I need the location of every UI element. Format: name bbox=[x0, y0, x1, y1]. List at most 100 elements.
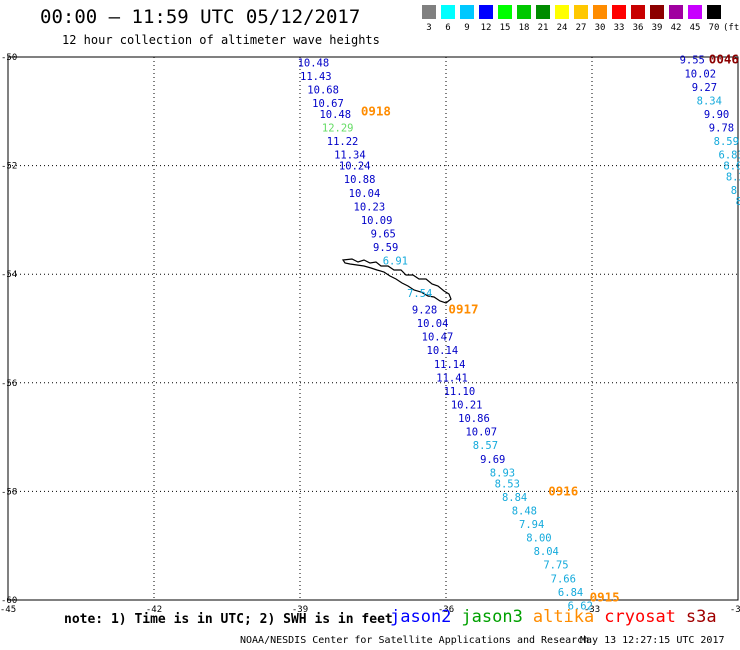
legend-swatch bbox=[517, 5, 531, 19]
swh-value: 11.43 bbox=[300, 71, 332, 83]
swh-value: 10.07 bbox=[465, 427, 497, 439]
legend-swatch bbox=[669, 5, 683, 19]
swh-value: 9.69 bbox=[480, 454, 505, 466]
legend-swatch bbox=[650, 5, 664, 19]
lat-tick-label: -58 bbox=[1, 487, 17, 497]
pass-time-label: 0915 bbox=[590, 589, 620, 604]
legend-swatch bbox=[498, 5, 512, 19]
legend-label: 42 bbox=[670, 23, 682, 33]
swh-value: 7.66 bbox=[551, 573, 576, 585]
swh-value: 10.47 bbox=[422, 332, 454, 344]
lon-tick-label: -42 bbox=[146, 605, 162, 615]
swh-value: 10.14 bbox=[427, 345, 459, 357]
swh-value: 6.91 bbox=[383, 256, 408, 268]
footer-timestamp: May 13 12:27:15 UTC 2017 bbox=[580, 635, 725, 646]
swh-value: 10.04 bbox=[349, 188, 381, 200]
lon-tick-label: -30 bbox=[730, 605, 740, 615]
swh-value: 9.59 bbox=[373, 242, 398, 254]
legend-label: 3 bbox=[426, 23, 432, 33]
legend-label: 45 bbox=[689, 23, 701, 33]
lat-tick-label: -52 bbox=[1, 162, 17, 172]
legend-label: 21 bbox=[537, 23, 549, 33]
legend-swatch bbox=[707, 5, 721, 19]
south-georgia-island bbox=[341, 258, 452, 304]
swh-value: 7.94 bbox=[519, 519, 544, 531]
swh-value: 10.48 bbox=[298, 57, 330, 69]
swh-value: 11.14 bbox=[434, 359, 466, 371]
swh-value: 10.23 bbox=[354, 201, 386, 213]
swh-value: 9.28 bbox=[412, 304, 437, 316]
swh-value: 10.86 bbox=[458, 413, 490, 425]
map-frame bbox=[7, 56, 739, 601]
swh-value: 10.09 bbox=[361, 215, 393, 227]
legend-swatch bbox=[422, 5, 436, 19]
lon-tick-label: -39 bbox=[292, 605, 308, 615]
swh-value: 12.29 bbox=[322, 123, 354, 135]
swh-value: 9.65 bbox=[371, 228, 396, 240]
swh-value: 10.67 bbox=[312, 98, 344, 110]
pass-time-label: 0918 bbox=[361, 103, 391, 118]
legend-swatch bbox=[536, 5, 550, 19]
swh-value: 10.04 bbox=[417, 318, 449, 330]
swh-value: 9.90 bbox=[704, 109, 729, 121]
swh-value: 10.02 bbox=[684, 68, 716, 80]
swh-value: 8.93 bbox=[490, 467, 515, 479]
swh-value: 10.21 bbox=[451, 400, 483, 412]
swh-value: 10.48 bbox=[319, 109, 351, 121]
satellite-label: altika bbox=[532, 607, 595, 627]
swh-value: 8 bbox=[731, 185, 737, 197]
legend-label: 12 bbox=[480, 23, 492, 33]
legend-swatch bbox=[593, 5, 607, 19]
swh-value: 9.55 bbox=[680, 55, 705, 67]
swh-value: 8.34 bbox=[697, 95, 722, 107]
satellite-label: jason3 bbox=[461, 607, 523, 627]
swh-value: 6.62 bbox=[568, 600, 593, 612]
pass-time-label: 0917 bbox=[448, 301, 478, 316]
lon-tick-label: -45 bbox=[0, 605, 16, 615]
swh-value: 8.84 bbox=[502, 492, 527, 504]
swh-value: 6.83 bbox=[719, 150, 740, 162]
footer-credit: NOAA/NESDIS Center for Satellite Applica… bbox=[240, 635, 590, 646]
legend-swatch bbox=[612, 5, 626, 19]
legend-label: 18 bbox=[518, 23, 530, 33]
swh-value: 11.10 bbox=[444, 386, 476, 398]
lat-tick-label: -54 bbox=[1, 270, 17, 280]
swh-value: 8.03 bbox=[723, 161, 740, 173]
legend-label: 27 bbox=[575, 23, 587, 33]
legend-label: 36 bbox=[632, 23, 644, 33]
legend-swatch bbox=[441, 5, 455, 19]
swh-value: 10.24 bbox=[339, 161, 371, 173]
swh-value: 8 bbox=[736, 196, 740, 208]
swh-value: 8.59 bbox=[714, 136, 739, 148]
lat-tick-label: -60 bbox=[1, 596, 17, 606]
swh-value: 8.04 bbox=[534, 546, 559, 558]
lon-tick-label: -33 bbox=[584, 605, 600, 615]
swh-value: 6.84 bbox=[558, 587, 583, 599]
legend-label: 9 bbox=[464, 23, 470, 33]
swh-value: 10.68 bbox=[307, 85, 339, 97]
swh-value: 11.22 bbox=[327, 136, 359, 148]
legend-label: 39 bbox=[651, 23, 663, 33]
legend-label: 15 bbox=[499, 23, 511, 33]
swh-value: 11.41 bbox=[436, 372, 468, 384]
pass-time-label: 0046 bbox=[709, 52, 739, 67]
lat-tick-label: -56 bbox=[1, 379, 17, 389]
legend-swatch bbox=[479, 5, 493, 19]
legend-unit: (ft) bbox=[723, 23, 740, 33]
legend-label: 30 bbox=[594, 23, 606, 33]
swh-value: 7.75 bbox=[543, 560, 568, 572]
map-note: note: 1) Time is in UTC; 2) SWH is in fe… bbox=[64, 612, 393, 627]
legend-swatch bbox=[631, 5, 645, 19]
pass-time-labels: 0918 0917 0916 0915 0046 bbox=[361, 52, 739, 605]
swh-value: 7.54 bbox=[407, 288, 432, 300]
lat-lon-grid: -45 -42 -39 -36 -33 -30 -50 -52 -54 -56 -58 -60 bbox=[0, 53, 740, 615]
swh-value: 8.57 bbox=[473, 440, 498, 452]
legend-swatch bbox=[688, 5, 702, 19]
lon-tick-label: -36 bbox=[438, 605, 454, 615]
satellite-label: jason2 bbox=[390, 607, 452, 627]
pass-time-label: 0916 bbox=[548, 483, 578, 498]
legend-label: 6 bbox=[445, 23, 451, 33]
swh-value: 8.00 bbox=[526, 533, 551, 545]
map-subtitle: 12 hour collection of altimeter wave hei… bbox=[62, 33, 380, 47]
